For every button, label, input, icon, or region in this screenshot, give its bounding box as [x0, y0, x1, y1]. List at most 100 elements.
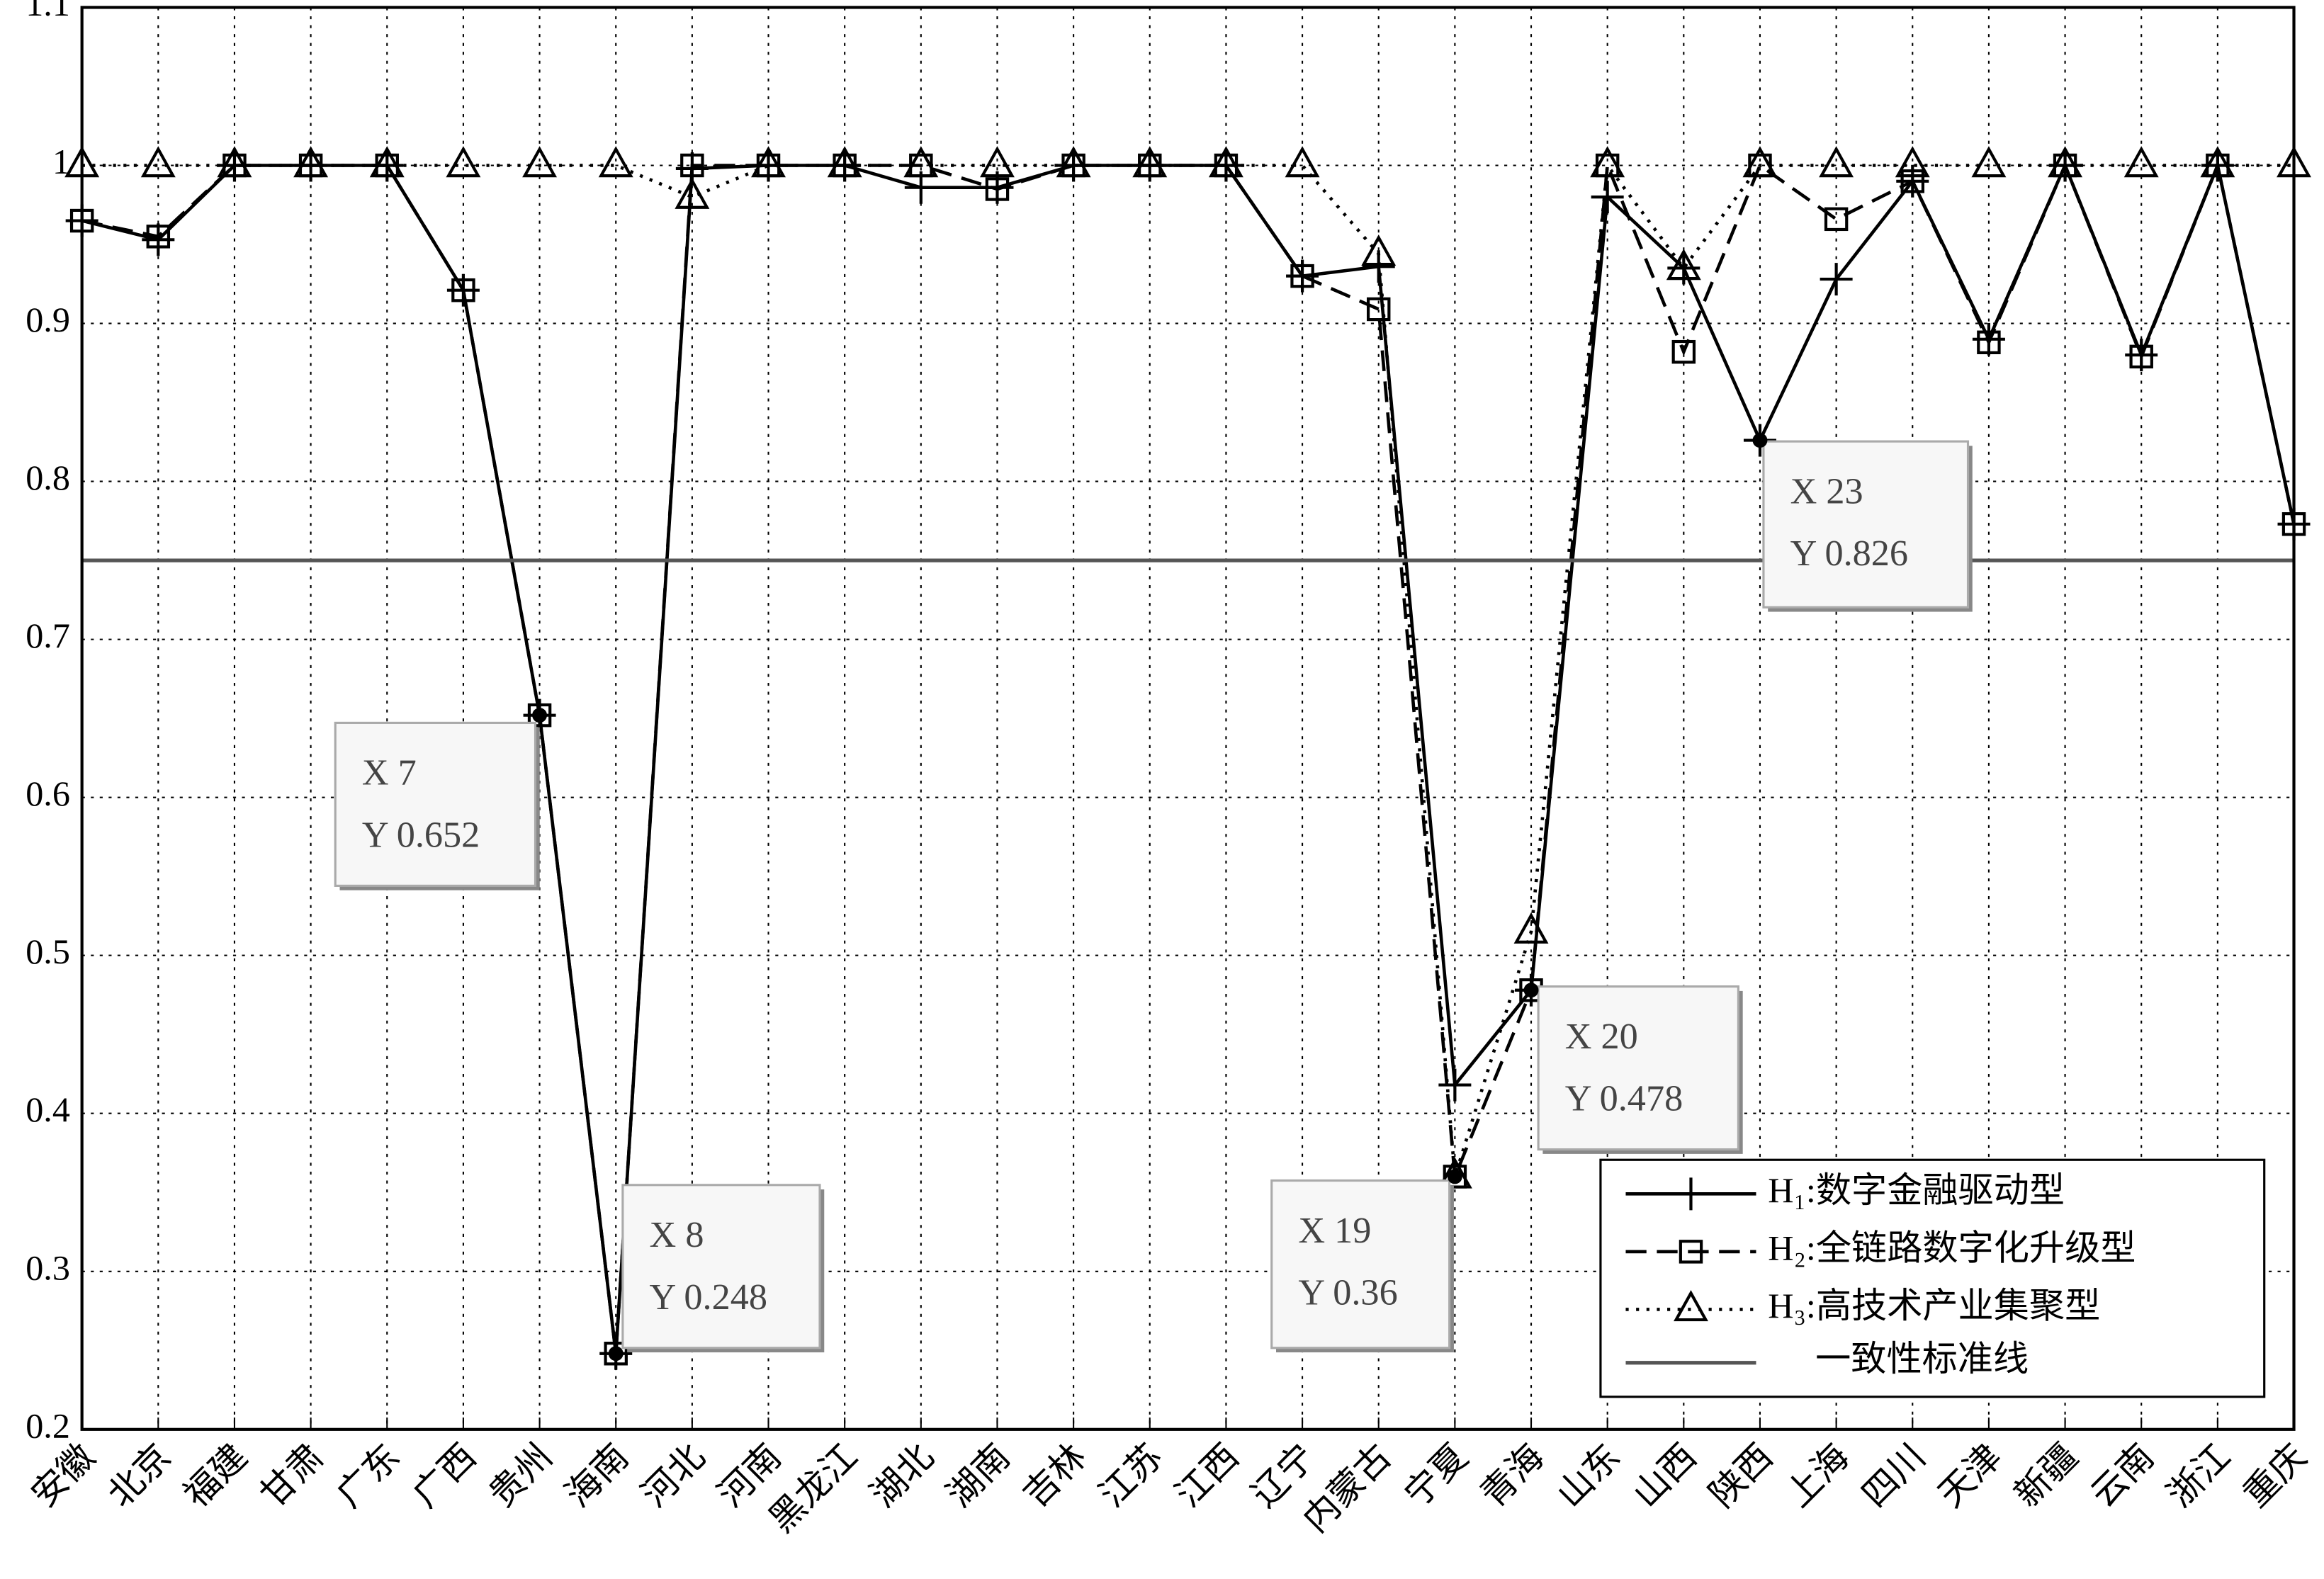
marker-triangle — [1361, 234, 1397, 266]
marker-triangle — [2123, 146, 2159, 178]
marker-square — [985, 177, 1010, 201]
y-tick-label: 0.6 — [26, 774, 70, 813]
marker-triangle — [2048, 146, 2083, 178]
marker-triangle — [1590, 146, 1625, 178]
x-tick-label: 浙江 — [2160, 1437, 2238, 1515]
x-tick-label: 湖北 — [863, 1437, 942, 1515]
x-tick-label: 北京 — [100, 1437, 179, 1515]
datatip-box — [334, 721, 537, 887]
marker-triangle — [217, 146, 252, 178]
marker-square — [1671, 339, 1696, 364]
marker-square — [2129, 344, 2153, 369]
x-tick-label: 甘肃 — [253, 1437, 332, 1515]
datatip: X 8 Y 0.248 — [621, 1184, 825, 1353]
datatip-x: X 23 — [1790, 470, 1863, 511]
x-tick-label: 云南 — [2083, 1437, 2162, 1515]
datatip-box — [1270, 1179, 1451, 1349]
y-tick-label: 0.9 — [26, 300, 70, 339]
marker-triangle — [522, 146, 558, 178]
x-tick-label: 广西 — [405, 1437, 484, 1515]
legend-label: H₂:全链路数字化升级型 — [1768, 1228, 2136, 1267]
x-tick-label: 内蒙古 — [1295, 1437, 1399, 1540]
marker-triangle — [980, 146, 1015, 178]
legend-label: H₃:高技术产业集聚型 — [1768, 1286, 2100, 1325]
datatip-x: X 7 — [362, 752, 417, 793]
marker-triangle — [1132, 146, 1168, 178]
marker-triangle — [2200, 146, 2235, 178]
marker-plus — [1438, 1068, 1472, 1102]
x-tick-label: 陕西 — [1702, 1437, 1781, 1515]
x-tick-label: 四川 — [1854, 1437, 1933, 1515]
marker-square — [527, 703, 552, 728]
series-line — [81, 161, 2294, 1177]
datatip: X 20 Y 0.478 — [1537, 985, 1743, 1154]
marker-triangle — [751, 146, 786, 178]
plot-frame — [80, 6, 2296, 1431]
marker-square — [604, 1342, 628, 1366]
marker-triangle — [675, 177, 710, 209]
x-tick-label: 山西 — [1625, 1437, 1704, 1515]
marker-plus — [1362, 250, 1395, 283]
x-tick-label: 吉林 — [1015, 1437, 1094, 1515]
x-tick-label: 新疆 — [2007, 1437, 2085, 1515]
x-tick-label: 贵州 — [481, 1437, 560, 1515]
marker-triangle — [1674, 1290, 1708, 1322]
datatip-point — [1447, 1169, 1462, 1184]
x-tick-label: 宁夏 — [1397, 1437, 1475, 1515]
y-tick-label: 0.2 — [26, 1405, 70, 1445]
y-tick-label: 0.3 — [26, 1247, 70, 1287]
y-tick-label: 0.8 — [26, 458, 70, 497]
datatip-y: Y 0.36 — [1298, 1272, 1397, 1313]
series-line — [81, 159, 2296, 1354]
datatip-y: Y 0.248 — [650, 1277, 767, 1318]
datatip-y: Y 0.478 — [1565, 1078, 1683, 1119]
marker-square — [1824, 207, 1849, 232]
marker-triangle — [140, 146, 176, 178]
marker-triangle — [1056, 146, 1091, 178]
marker-triangle — [1742, 146, 1778, 178]
y-tick-label: 1.1 — [26, 0, 70, 23]
y-tick-label: 0.5 — [26, 932, 70, 971]
legend-label: H₁:数字金融驱动型 — [1768, 1170, 2065, 1210]
datatip-x: X 19 — [1298, 1210, 1371, 1251]
marker-triangle — [369, 146, 405, 178]
marker-square — [1977, 330, 2001, 355]
datatip-point — [1752, 433, 1768, 448]
datatip: X 23 Y 0.826 — [1762, 440, 1973, 612]
marker-triangle — [1819, 146, 1854, 178]
marker-triangle — [446, 146, 481, 178]
datatip: X 7 Y 0.652 — [334, 721, 540, 890]
x-tick-label: 江西 — [1168, 1437, 1246, 1515]
marker-triangle — [293, 146, 329, 178]
x-tick-label: 山东 — [1550, 1437, 1628, 1515]
marker-triangle — [1513, 912, 1549, 944]
datatip-point — [1523, 983, 1539, 998]
datatip-y: Y 0.826 — [1790, 533, 1908, 574]
marker-square — [146, 225, 171, 249]
datatip-x: X 8 — [650, 1214, 704, 1255]
marker-triangle — [598, 146, 633, 178]
datatip-y: Y 0.652 — [362, 815, 480, 856]
marker-triangle — [1437, 1157, 1472, 1189]
x-tick-label: 福建 — [176, 1437, 255, 1515]
datatip-x: X 20 — [1565, 1016, 1638, 1057]
marker-triangle — [1666, 249, 1701, 281]
marker-triangle — [1208, 146, 1243, 178]
y-tick-label: 0.4 — [26, 1090, 70, 1129]
marker-square — [1290, 264, 1314, 288]
marker-square — [1366, 297, 1391, 322]
marker-triangle — [827, 146, 862, 178]
x-tick-label: 重庆 — [2235, 1437, 2314, 1515]
x-tick-label: 广东 — [329, 1437, 407, 1515]
marker-triangle — [1895, 146, 1930, 178]
marker-square — [451, 278, 475, 302]
marker-plus — [1674, 1177, 1708, 1211]
legend-box — [1599, 1158, 2266, 1398]
marker-triangle — [903, 146, 939, 178]
x-tick-label: 湖南 — [939, 1437, 1017, 1515]
x-tick-label: 黑龙江 — [762, 1437, 865, 1540]
marker-square — [680, 153, 704, 178]
x-tick-label: 河北 — [634, 1437, 713, 1515]
